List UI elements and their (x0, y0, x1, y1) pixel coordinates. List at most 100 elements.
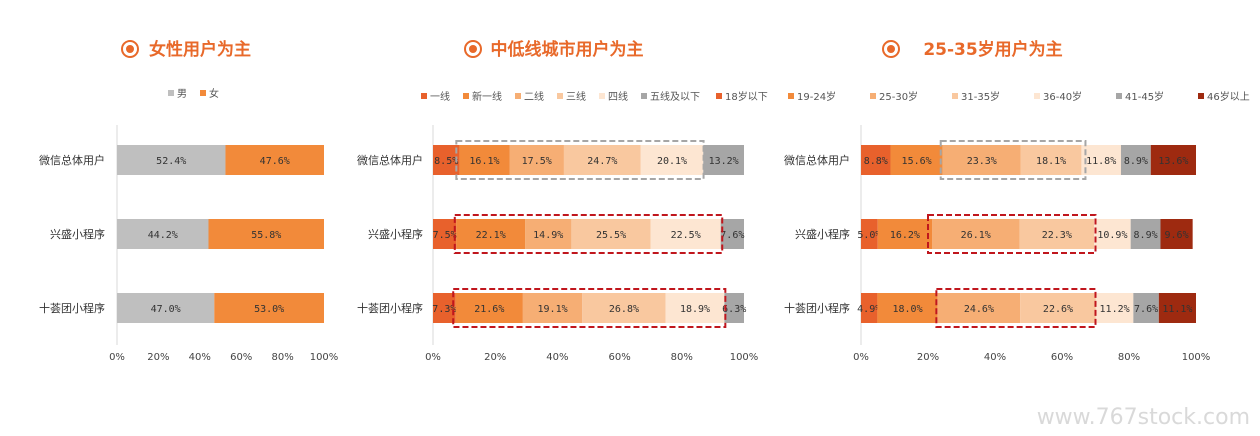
data-label: 4.9% (857, 304, 881, 315)
legend-swatch (1116, 93, 1122, 99)
x-tick-label: 0% (425, 352, 441, 363)
data-label: 26.1% (961, 230, 991, 241)
x-tick-label: 80% (671, 352, 693, 363)
target-icon-dot (126, 45, 134, 53)
data-label: 47.0% (151, 304, 181, 315)
data-label: 7.6% (1134, 304, 1158, 315)
bar-segment (890, 145, 943, 175)
data-label: 13.6% (1158, 156, 1188, 167)
bar-segment (1081, 145, 1121, 175)
chart-panel-3: 25-35岁用户为主 18岁以下 19-24岁 25-30岁 31-35岁 36-40岁 4… (716, 39, 1250, 363)
legend: 18岁以下 19-24岁 25-30岁 31-35岁 36-40岁 41-45岁 46岁以上 (716, 90, 1250, 103)
target-icon-dot (887, 45, 895, 53)
bar-segment (571, 219, 651, 249)
bar-segment (456, 219, 526, 249)
x-tick-label: 60% (608, 352, 630, 363)
bar-segment (1158, 293, 1196, 323)
bar-segment (1130, 219, 1161, 249)
legend-swatch (952, 93, 958, 99)
data-label: 47.6% (260, 156, 290, 167)
bar-segment (433, 219, 457, 249)
data-label: 18.1% (1036, 156, 1066, 167)
bar-segment (433, 293, 456, 323)
target-icon (882, 40, 900, 58)
legend-label: 五线及以下 (650, 90, 700, 103)
bar-segment (214, 293, 324, 323)
data-label: 11.8% (1086, 156, 1116, 167)
x-tick-label: 100% (1182, 352, 1211, 363)
bar-segment (1095, 293, 1134, 323)
bar-segment (1020, 145, 1082, 175)
bar-segment (582, 293, 666, 323)
bar-segment (1150, 145, 1196, 175)
x-tick-label: 0% (853, 352, 869, 363)
category-label: 十荟团小程序 (784, 301, 850, 315)
category-label: 微信总体用户 (39, 153, 105, 167)
bar-segment (665, 293, 725, 323)
data-label: 18.9% (680, 304, 710, 315)
data-label: 20.1% (657, 156, 687, 167)
legend-label: 三线 (566, 90, 586, 103)
x-tick-label: 20% (147, 352, 169, 363)
data-label: 21.6% (474, 304, 504, 315)
bar-segment (861, 219, 878, 249)
bar-segment (433, 145, 460, 175)
data-label: 7.6% (720, 230, 744, 241)
data-label: 24.6% (964, 304, 994, 315)
highlight-box (927, 214, 1097, 254)
x-tick-label: 60% (1051, 352, 1073, 363)
category-label: 兴盛小程序 (795, 227, 850, 241)
x-tick-label: 60% (230, 352, 252, 363)
bar-segment (942, 145, 1021, 175)
data-label: 15.6% (902, 156, 932, 167)
x-tick-label: 20% (917, 352, 939, 363)
data-label: 22.3% (1042, 230, 1072, 241)
highlight-box (452, 288, 727, 328)
category-label: 微信总体用户 (784, 153, 850, 167)
legend-swatch (788, 93, 794, 99)
data-label: 8.5% (434, 156, 458, 167)
data-label: 7.3% (432, 304, 456, 315)
legend-label: 25-30岁 (879, 90, 918, 103)
bar-segment (1019, 219, 1095, 249)
bar-segment (932, 219, 1020, 249)
data-label: 53.0% (254, 304, 284, 315)
bar-segment (1133, 293, 1159, 323)
bar-segment (225, 145, 324, 175)
x-tick-label: 40% (984, 352, 1006, 363)
legend-swatch (870, 93, 876, 99)
legend-swatch (515, 93, 521, 99)
legend-swatch (641, 93, 647, 99)
target-icon (464, 40, 482, 58)
data-label: 25.5% (596, 230, 626, 241)
data-label: 9.6% (1165, 230, 1189, 241)
bar-segment (640, 145, 704, 175)
bar-segment (525, 219, 572, 249)
data-label: 6.3% (722, 304, 746, 315)
bar-segment (1094, 219, 1131, 249)
data-label: 22.5% (671, 230, 701, 241)
data-label: 24.7% (587, 156, 617, 167)
chart-title: 25-35岁用户为主 (923, 39, 1062, 60)
chart-title: 中低线城市用户为主 (491, 39, 644, 60)
legend-label: 19-24岁 (797, 90, 836, 103)
x-tick-label: 80% (271, 352, 293, 363)
legend-label: 36-40岁 (1043, 90, 1082, 103)
legend-swatch (168, 90, 174, 96)
bar-segment (650, 219, 721, 249)
highlight-box (455, 140, 705, 180)
x-tick-label: 100% (730, 352, 759, 363)
data-label: 14.9% (533, 230, 563, 241)
data-label: 11.2% (1100, 304, 1130, 315)
bar-segment (1120, 145, 1151, 175)
target-icon (121, 40, 139, 58)
bar-segment (117, 145, 226, 175)
bar-segment (563, 145, 641, 175)
bar-segment (1160, 219, 1193, 249)
x-tick-label: 0% (109, 352, 125, 363)
legend-label: 31-35岁 (961, 90, 1000, 103)
data-label: 26.8% (609, 304, 639, 315)
